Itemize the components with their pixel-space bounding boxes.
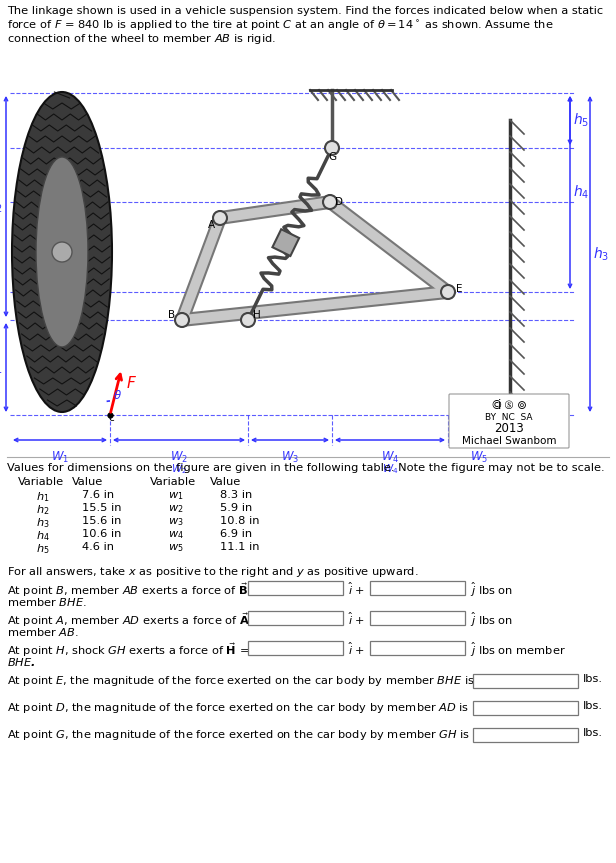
- Text: $\hat{i}$ +: $\hat{i}$ +: [348, 581, 365, 597]
- Text: Value: Value: [210, 477, 241, 487]
- Text: $W_2$: $W_2$: [170, 450, 188, 465]
- Text: 4.6 in: 4.6 in: [82, 542, 114, 552]
- Text: Value: Value: [72, 477, 103, 487]
- Bar: [370, 611, 465, 625]
- Text: A: A: [208, 220, 215, 230]
- Text: $h_1$: $h_1$: [0, 358, 3, 375]
- Text: E: E: [456, 284, 463, 294]
- Text: $W_3$: $W_3$: [281, 450, 299, 465]
- Bar: [473, 701, 578, 715]
- Text: D: D: [335, 197, 343, 207]
- Text: 11.1 in: 11.1 in: [220, 542, 259, 552]
- Text: At point $H$, shock $GH$ exerts a force of $\vec{\mathbf{H}}$ =: At point $H$, shock $GH$ exerts a force …: [7, 641, 249, 658]
- Text: $\theta$: $\theta$: [113, 389, 122, 402]
- Text: $h_1$: $h_1$: [36, 490, 49, 504]
- Text: $h_5$: $h_5$: [36, 542, 50, 556]
- Text: lbs.: lbs.: [583, 701, 603, 711]
- Text: $W_4$: $W_4$: [381, 450, 399, 465]
- Bar: [248, 641, 343, 655]
- Text: $\hat{j}$ lbs on: $\hat{j}$ lbs on: [470, 611, 513, 629]
- Text: $h_3$: $h_3$: [36, 516, 50, 530]
- Bar: [473, 728, 578, 742]
- Text: At point $G$, the magnitude of the force exerted on the car body by member $GH$ : At point $G$, the magnitude of the force…: [7, 728, 470, 742]
- Text: c: c: [108, 413, 114, 423]
- Text: Variable: Variable: [150, 477, 196, 487]
- Text: connection of the wheel to member $AB$ is rigid.: connection of the wheel to member $AB$ i…: [7, 32, 276, 46]
- Circle shape: [441, 285, 455, 299]
- Text: G: G: [328, 152, 336, 162]
- Text: $\hat{j}$ lbs on member: $\hat{j}$ lbs on member: [470, 641, 566, 659]
- Circle shape: [175, 313, 189, 327]
- Text: BY  NC  SA: BY NC SA: [485, 413, 533, 421]
- Text: For all answers, take $x$ as positive to the right and $y$ as positive upward.: For all answers, take $x$ as positive to…: [7, 565, 418, 579]
- Text: $w_2$: $w_2$: [168, 503, 184, 515]
- Text: $h_2$: $h_2$: [36, 503, 49, 517]
- Circle shape: [323, 195, 337, 209]
- Text: $W_2$: $W_2$: [171, 462, 187, 476]
- Text: $h_5$: $h_5$: [573, 111, 590, 129]
- Text: Variable: Variable: [18, 477, 64, 487]
- Text: $\hat{j}$ lbs on: $\hat{j}$ lbs on: [470, 581, 513, 600]
- Text: $h_4$: $h_4$: [573, 183, 590, 201]
- Text: Michael Swanbom: Michael Swanbom: [462, 436, 556, 446]
- Circle shape: [213, 211, 227, 225]
- Bar: [248, 581, 343, 595]
- Text: 15.6 in: 15.6 in: [82, 516, 121, 526]
- Text: $w_4$: $w_4$: [168, 529, 184, 541]
- Text: $h_3$: $h_3$: [593, 245, 609, 262]
- Bar: [473, 674, 578, 688]
- Text: 2013: 2013: [494, 423, 524, 436]
- Text: $W_4$: $W_4$: [382, 462, 398, 476]
- Text: $h_4$: $h_4$: [36, 529, 50, 543]
- Bar: [370, 581, 465, 595]
- Text: $\hat{i}$ +: $\hat{i}$ +: [348, 611, 365, 627]
- Text: At point $B$, member $AB$ exerts a force of $\vec{\mathbf{B}}$ =: At point $B$, member $AB$ exerts a force…: [7, 581, 261, 599]
- Text: 10.8 in: 10.8 in: [220, 516, 259, 526]
- Text: Values for dimensions on the figure are given in the following table. Note the f: Values for dimensions on the figure are …: [7, 463, 605, 473]
- FancyBboxPatch shape: [449, 394, 569, 448]
- Text: member $\mathit{BHE}$.: member $\mathit{BHE}$.: [7, 596, 87, 608]
- Text: B: B: [168, 310, 175, 320]
- Text: $\hat{i}$ +: $\hat{i}$ +: [348, 641, 365, 658]
- Bar: [370, 641, 465, 655]
- Circle shape: [325, 141, 339, 155]
- Polygon shape: [272, 230, 299, 256]
- Text: $w_5$: $w_5$: [168, 542, 184, 554]
- Text: $w_1$: $w_1$: [168, 490, 184, 501]
- Text: force of $F$ = 840 lb is applied to the tire at point $C$ at an angle of $\theta: force of $F$ = 840 lb is applied to the …: [7, 19, 554, 33]
- Text: 8.3 in: 8.3 in: [220, 490, 252, 500]
- Text: At point $D$, the magnitude of the force exerted on the car body by member $AD$ : At point $D$, the magnitude of the force…: [7, 701, 469, 715]
- Text: 7.6 in: 7.6 in: [82, 490, 114, 500]
- Text: The linkage shown is used in a vehicle suspension system. Find the forces indica: The linkage shown is used in a vehicle s…: [7, 6, 603, 16]
- Text: 5.9 in: 5.9 in: [220, 503, 252, 513]
- Text: member $AB$.: member $AB$.: [7, 626, 79, 638]
- Circle shape: [241, 313, 255, 327]
- Text: At point $A$, member $AD$ exerts a force of $\vec{\mathbf{A}}$ =: At point $A$, member $AD$ exerts a force…: [7, 611, 262, 629]
- Text: $W_1$: $W_1$: [51, 450, 69, 465]
- Text: $F$: $F$: [126, 375, 137, 391]
- Text: 15.5 in: 15.5 in: [82, 503, 121, 513]
- Ellipse shape: [36, 157, 88, 347]
- Ellipse shape: [12, 92, 112, 412]
- Bar: [248, 611, 343, 625]
- Circle shape: [52, 242, 72, 262]
- Text: At point $E$, the magnitude of the force exerted on the car body by member $\mat: At point $E$, the magnitude of the force…: [7, 674, 474, 688]
- Text: 6.9 in: 6.9 in: [220, 529, 252, 539]
- Text: $\mathit{BHE}$.: $\mathit{BHE}$.: [7, 656, 36, 668]
- Text: $\copyright\!\!\!\!$ $\mathsf{i}$ $\circledS$ $\circledcirc$: $\copyright\!\!\!\!$ $\mathsf{i}$ $\circ…: [490, 398, 528, 412]
- Text: 10.6 in: 10.6 in: [82, 529, 121, 539]
- Text: lbs.: lbs.: [583, 728, 603, 738]
- Text: $w_3$: $w_3$: [168, 516, 184, 528]
- Text: lbs.: lbs.: [583, 674, 603, 684]
- Text: $W_5$: $W_5$: [470, 450, 488, 465]
- Text: H: H: [253, 310, 261, 320]
- Text: $h_2$: $h_2$: [0, 198, 3, 215]
